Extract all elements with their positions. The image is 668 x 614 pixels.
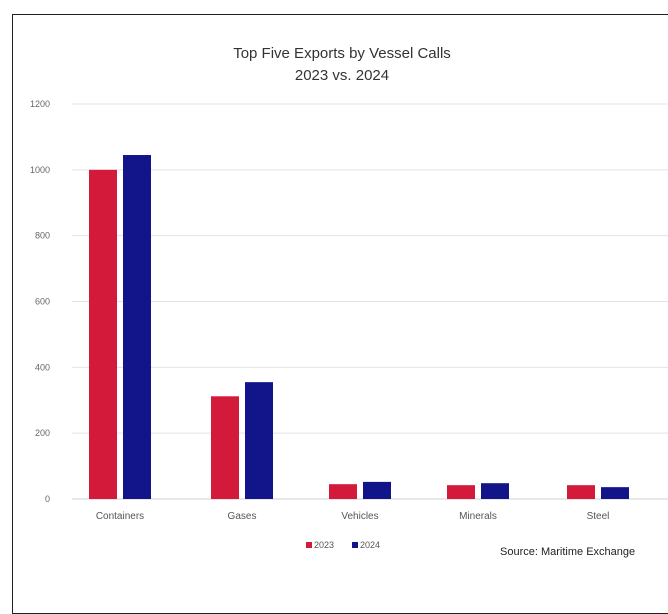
bar-steel-2023 [567,485,595,499]
y-tick-label: 1200 [30,99,50,109]
bar-chart: Top Five Exports by Vessel Calls 2023 vs… [30,45,668,558]
x-axis-category-labels: Containers Gases Vehicles Minerals Steel [96,511,610,522]
y-tick-label: 200 [35,428,50,438]
bar-minerals-2023 [447,485,475,499]
bars [89,155,629,500]
chart-title: Top Five Exports by Vessel Calls [233,45,451,62]
legend-label-2023: 2023 [314,540,334,550]
y-tick-label: 0 [45,494,50,504]
x-category-label: Gases [228,511,257,522]
bar-minerals-2024 [481,483,509,499]
bar-steel-2024 [601,487,629,499]
legend-label-2024: 2024 [360,540,380,550]
bar-gases-2023 [211,396,239,499]
y-tick-label: 400 [35,362,50,372]
y-tick-label: 800 [35,231,50,241]
legend-swatch-2023 [306,542,312,548]
bar-vehicles-2024 [363,481,391,499]
legend-swatch-2024 [352,542,358,548]
y-tick-label: 600 [35,297,50,307]
gridlines [72,103,668,500]
source-note: Source: Maritime Exchange [500,546,635,558]
bar-containers-2024 [123,155,151,500]
x-category-label: Minerals [459,511,497,522]
bar-vehicles-2023 [329,484,357,499]
x-category-label: Containers [96,511,144,522]
x-category-label: Steel [587,511,610,522]
chart-subtitle: 2023 vs. 2024 [295,67,389,84]
x-category-label: Vehicles [341,511,378,522]
bar-containers-2023 [89,169,117,500]
y-tick-label: 1000 [30,165,50,175]
chart-frame [12,14,668,614]
bar-gases-2024 [245,382,273,499]
legend: 2023 2024 [306,540,380,550]
y-axis-tick-labels: 0 200 400 600 800 1000 1200 [30,99,50,504]
